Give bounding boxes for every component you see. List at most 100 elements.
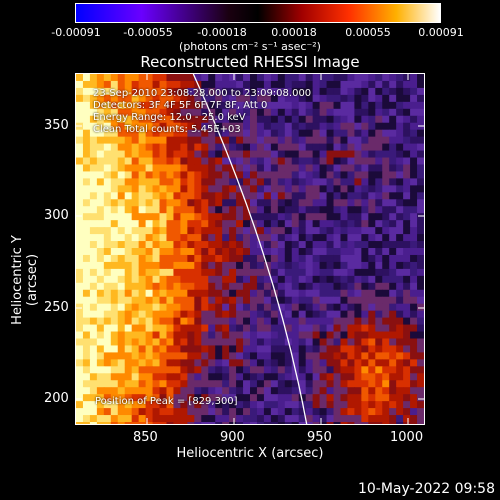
heatmap-cell: [396, 289, 404, 298]
heatmap-cell: [222, 359, 230, 367]
heatmap-cell: [208, 129, 216, 138]
heatmap-cell: [312, 192, 321, 200]
heatmap-cell: [263, 157, 272, 165]
heatmap-cell: [382, 227, 390, 235]
heatmap-cell: [347, 227, 355, 235]
heatmap-cell: [236, 282, 244, 291]
heatmap-cell: [319, 171, 328, 179]
heatmap-cell: [319, 80, 328, 89]
heatmap-cell: [368, 248, 376, 256]
heatmap-cell: [76, 234, 84, 242]
heatmap-cell: [403, 178, 411, 186]
heatmap-cell: [76, 74, 84, 82]
heatmap-cell: [103, 324, 112, 333]
heatmap-cell: [89, 129, 98, 138]
heatmap-cell: [396, 199, 404, 207]
heatmap-cell: [166, 171, 174, 179]
heatmap-cell: [305, 254, 314, 263]
heatmap-cell: [96, 345, 105, 353]
heatmap-cell: [250, 345, 258, 353]
heatmap-cell: [250, 143, 258, 152]
heatmap-cell: [354, 206, 362, 214]
heatmap-cell: [403, 422, 411, 424]
heatmap-cell: [180, 394, 188, 402]
heatmap-cell: [159, 234, 167, 242]
heatmap-cell: [208, 227, 216, 235]
heatmap-cell: [159, 199, 167, 207]
heatmap-cell: [375, 359, 383, 367]
heatmap-cell: [389, 422, 397, 424]
detectors-label: Detectors: 3F 4F 5F 6F 7F 8F, Att 0: [93, 100, 268, 111]
heatmap-cell: [76, 317, 84, 326]
heatmap-cell: [131, 171, 140, 179]
heatmap-cell: [208, 178, 216, 186]
heatmap-cell: [152, 408, 161, 416]
heatmap-cell: [103, 254, 112, 263]
heatmap-cell: [76, 143, 84, 152]
heatmap-cell: [201, 115, 209, 124]
heatmap-cell: [305, 387, 314, 395]
heatmap-cell: [96, 359, 105, 367]
heatmap-cell: [319, 220, 328, 228]
heatmap-cell: [305, 394, 314, 402]
heatmap-cell: [417, 422, 424, 424]
heatmap-cell: [159, 296, 167, 305]
heatmap-cell: [215, 136, 223, 145]
heatmap-cell: [173, 129, 181, 138]
heatmap-cell: [103, 87, 112, 96]
heatmap-cell: [187, 206, 195, 214]
heatmap-cell: [201, 199, 209, 207]
heatmap-cell: [124, 108, 133, 117]
heatmap-cell: [166, 178, 174, 186]
heatmap-cell: [277, 150, 286, 159]
heatmap-cell: [354, 359, 362, 367]
heatmap-cell: [277, 296, 286, 305]
heatmap-cell: [361, 394, 369, 402]
heatmap-cell: [166, 296, 174, 305]
heatmap-cell: [382, 289, 390, 298]
heatmap-cell: [103, 213, 112, 221]
heatmap-cell: [361, 373, 369, 381]
heatmap-cell: [166, 157, 174, 165]
heatmap-cell: [159, 345, 167, 353]
heatmap-cell: [396, 129, 404, 138]
heatmap-cell: [194, 268, 202, 277]
heatmap-cell: [194, 289, 202, 298]
heatmap-cell: [96, 415, 105, 423]
heatmap-cell: [333, 122, 341, 131]
heatmap-cell: [152, 122, 161, 131]
heatmap-cell: [312, 164, 321, 172]
heatmap-cell: [117, 401, 126, 409]
heatmap-cell: [354, 178, 362, 186]
heatmap-cell: [389, 87, 397, 96]
heatmap-cell: [117, 199, 126, 207]
heatmap-cell: [263, 380, 272, 388]
heatmap-cell: [110, 234, 119, 242]
heatmap-cell: [208, 213, 216, 221]
heatmap-cell: [124, 345, 133, 353]
heatmap-cell: [89, 331, 98, 339]
heatmap-cell: [173, 185, 181, 193]
heatmap-cell: [410, 373, 418, 381]
heatmap-cell: [229, 289, 237, 298]
heatmap-cell: [263, 268, 272, 277]
heatmap-cell: [389, 387, 397, 395]
heatmap-cell: [368, 366, 376, 374]
heatmap-cell: [180, 227, 188, 235]
heatmap-cell: [82, 408, 91, 416]
heatmap-cell: [305, 380, 314, 388]
heatmap-cell: [187, 136, 195, 145]
heatmap-cell: [243, 415, 251, 423]
heatmap-cell: [201, 248, 209, 256]
heatmap-cell: [96, 303, 105, 312]
heatmap-cell: [145, 352, 154, 360]
heatmap-cell: [124, 331, 133, 339]
heatmap-cell: [159, 157, 167, 165]
heatmap-cell: [298, 199, 307, 207]
heatmap-cell: [347, 171, 355, 179]
heatmap-cell: [117, 331, 126, 339]
heatmap-cell: [277, 241, 286, 249]
heatmap-cell: [76, 373, 84, 381]
heatmap-cell: [270, 331, 279, 339]
heatmap-cell: [375, 122, 383, 131]
